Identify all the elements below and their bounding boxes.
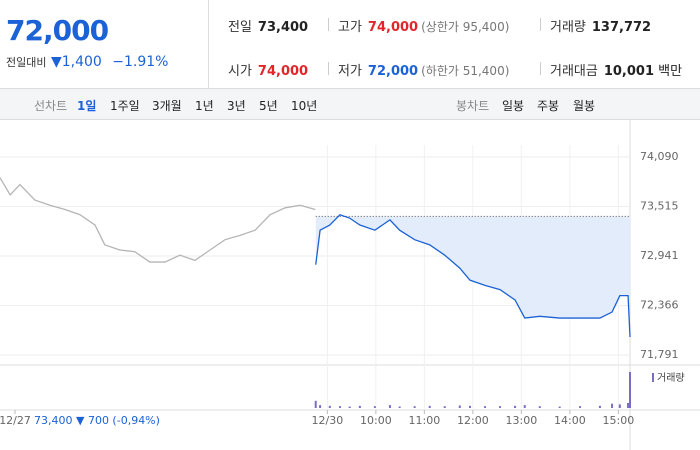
volume-bar <box>611 403 614 408</box>
note: (하한가 51,400) <box>421 64 510 78</box>
volume-bar <box>314 400 317 408</box>
x-tick-label: 11:00 <box>409 414 441 427</box>
value: 72,000 <box>367 64 419 79</box>
volume-bar <box>328 405 331 408</box>
volume-bar <box>468 405 471 408</box>
separator <box>328 62 329 75</box>
label: 전일 <box>228 20 252 35</box>
volume-bar <box>458 405 461 408</box>
summary-cell: 거래량 137,772 <box>550 16 651 35</box>
volume-bar <box>523 405 526 408</box>
legend-label: 거래량 <box>657 372 685 384</box>
period-tab[interactable]: 1주일 <box>110 99 140 113</box>
volume-bar <box>514 405 517 408</box>
x-tick-label: 13:00 <box>506 414 538 427</box>
separator <box>540 18 541 31</box>
x-tick-label: 14:00 <box>554 414 586 427</box>
period-tab[interactable]: 5년 <box>259 99 278 113</box>
legend-swatch <box>652 373 654 382</box>
volume-bar <box>538 406 541 408</box>
value: 74,000 <box>257 64 309 79</box>
volume-bar <box>319 405 322 408</box>
quote-box: 72,000 전일대비 ▼1,400 −1.91% <box>0 0 209 88</box>
summary-cell: 전일 73,400 <box>228 16 308 35</box>
change-area <box>315 214 630 337</box>
summary-cell: 거래대금 10,001 백만 <box>550 60 682 79</box>
y-tick-label: 74,090 <box>640 150 679 163</box>
period-tab[interactable]: 1일 <box>77 99 97 113</box>
volume-bar <box>443 406 446 408</box>
summary-cell: 시가 74,000 <box>228 60 308 79</box>
value: 10,001 <box>603 64 655 79</box>
y-tick-label: 73,515 <box>640 200 679 213</box>
y-tick-label: 71,791 <box>640 348 679 361</box>
volume-bar <box>598 405 601 408</box>
volume-bar <box>373 406 376 408</box>
summary-cell: 저가 72,000 (하한가 51,400) <box>338 60 509 79</box>
period-tab[interactable]: 3년 <box>227 99 246 113</box>
volume-bar <box>558 406 561 408</box>
separator <box>540 62 541 75</box>
volume-bar <box>338 406 341 408</box>
price-line <box>315 213 631 338</box>
value: 73,400 <box>257 20 309 35</box>
current-price: 72,000 <box>6 14 109 47</box>
x-tick-label: 12:00 <box>457 414 489 427</box>
prev-day-info: 73,400 ▼ 700 (-0,94%) <box>34 414 160 427</box>
separator <box>328 18 329 31</box>
x-tick-label: 15:00 <box>603 414 635 427</box>
unit: 백만 <box>658 64 683 79</box>
summary-cell: 고가 74,000 (상한가 95,400) <box>338 16 509 35</box>
volume-bar <box>398 406 401 408</box>
period-tabs: 선차트 1일 1주일 3개월 1년 3년 5년 10년 봉차트 일봉 주봉 월봉 <box>0 89 700 120</box>
x-tick-label: 12/27 <box>0 414 31 427</box>
change-value: 1,400 <box>61 54 102 70</box>
change-pct: −1.91% <box>112 54 169 70</box>
label: 저가 <box>338 64 362 79</box>
period-tab[interactable]: 10년 <box>291 99 318 113</box>
down-arrow: ▼ <box>50 54 62 70</box>
period-tab[interactable]: 3개월 <box>152 99 182 113</box>
volume-bar <box>579 406 582 408</box>
volume-bar <box>358 405 361 408</box>
label: 시가 <box>228 64 252 79</box>
volume-bar <box>618 404 621 408</box>
y-tick-label: 72,941 <box>640 249 679 262</box>
period-tab[interactable]: 1년 <box>195 99 214 113</box>
price-line <box>0 177 316 263</box>
volume-bar <box>629 372 631 408</box>
candle-tab[interactable]: 주봉 <box>537 99 560 113</box>
volume-bar <box>483 406 486 408</box>
volume-bar <box>627 402 630 408</box>
volume-bar <box>388 405 391 408</box>
label: 거래량 <box>550 20 586 35</box>
tab-group-label: 봉차트 <box>456 99 490 113</box>
x-tick-label: 12/30 <box>312 414 344 427</box>
volume-bar <box>499 406 502 408</box>
volume-bar <box>348 406 351 408</box>
change-label: 전일대비 <box>6 56 47 69</box>
y-tick-label: 72,366 <box>640 298 679 311</box>
note: (상한가 95,400) <box>421 20 510 34</box>
value: 74,000 <box>367 20 419 35</box>
label: 거래대금 <box>550 64 598 79</box>
tab-group-label: 선차트 <box>34 99 68 113</box>
value: 137,772 <box>591 20 652 35</box>
volume-bar <box>428 405 431 408</box>
candle-tab[interactable]: 월봉 <box>573 99 596 113</box>
volume-bar <box>413 406 416 408</box>
quote-header: 72,000 전일대비 ▼1,400 −1.91% 전일 73,400 고가 74,… <box>0 0 700 89</box>
candle-tab[interactable]: 일봉 <box>502 99 525 113</box>
change: 전일대비 ▼1,400 −1.91% <box>6 54 168 70</box>
label: 고가 <box>338 20 362 35</box>
x-tick-label: 10:00 <box>360 414 392 427</box>
